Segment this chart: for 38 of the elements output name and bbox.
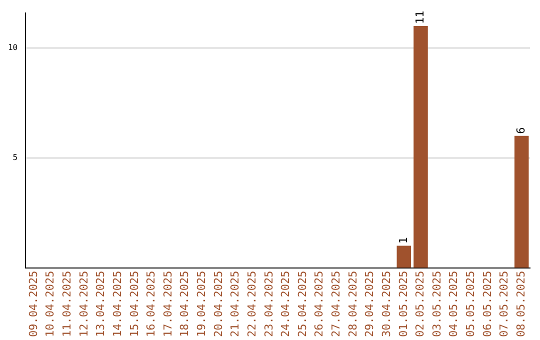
x-tick-label: 09.04.2025	[26, 270, 40, 338]
x-tick-label: 02.05.2025	[414, 270, 427, 338]
data-label: 1	[396, 237, 410, 244]
x-tick-label: 23.04.2025	[262, 270, 276, 338]
x-tick-label: 11.04.2025	[60, 270, 74, 338]
x-tick-label: 17.04.2025	[161, 270, 174, 338]
x-tick-label: 29.04.2025	[363, 270, 376, 338]
y-tick-label: 5	[12, 152, 18, 162]
x-tick-label: 12.04.2025	[77, 270, 90, 338]
bar	[414, 26, 428, 268]
x-tick-label: 08.05.2025	[514, 270, 528, 338]
data-label: 11	[414, 10, 427, 24]
x-tick-label: 19.04.2025	[195, 270, 208, 338]
bar	[514, 136, 529, 268]
data-label: 6	[514, 127, 528, 134]
x-tick-label: 18.04.2025	[178, 270, 192, 338]
x-tick-label: 21.04.2025	[228, 270, 242, 338]
x-tick-label: 13.04.2025	[94, 270, 108, 338]
x-tick-label: 03.05.2025	[430, 270, 444, 338]
x-tick-label: 27.04.2025	[330, 270, 343, 338]
x-tick-label: 10.04.2025	[44, 270, 57, 338]
x-tick-label: 25.04.2025	[296, 270, 309, 338]
x-tick-label: 06.05.2025	[480, 270, 494, 338]
x-tick-label: 20.04.2025	[212, 270, 225, 338]
x-tick-label: 01.05.2025	[396, 270, 410, 338]
x-tick-label: 07.05.2025	[498, 270, 511, 338]
x-tick-label: 28.04.2025	[346, 270, 360, 338]
x-tick-label: 04.05.2025	[447, 270, 460, 338]
x-tick-label: 30.04.2025	[380, 270, 393, 338]
x-tick-label: 15.04.2025	[128, 270, 141, 338]
x-tick-label: 16.04.2025	[144, 270, 158, 338]
x-tick-label: 05.05.2025	[464, 270, 478, 338]
y-tick-label: 10	[8, 43, 18, 52]
x-tick-label: 22.04.2025	[245, 270, 258, 338]
bar	[396, 246, 412, 268]
x-tick-label: 14.04.2025	[110, 270, 124, 338]
x-tick-label: 26.04.2025	[312, 270, 326, 338]
x-tick-label: 24.04.2025	[279, 270, 292, 338]
